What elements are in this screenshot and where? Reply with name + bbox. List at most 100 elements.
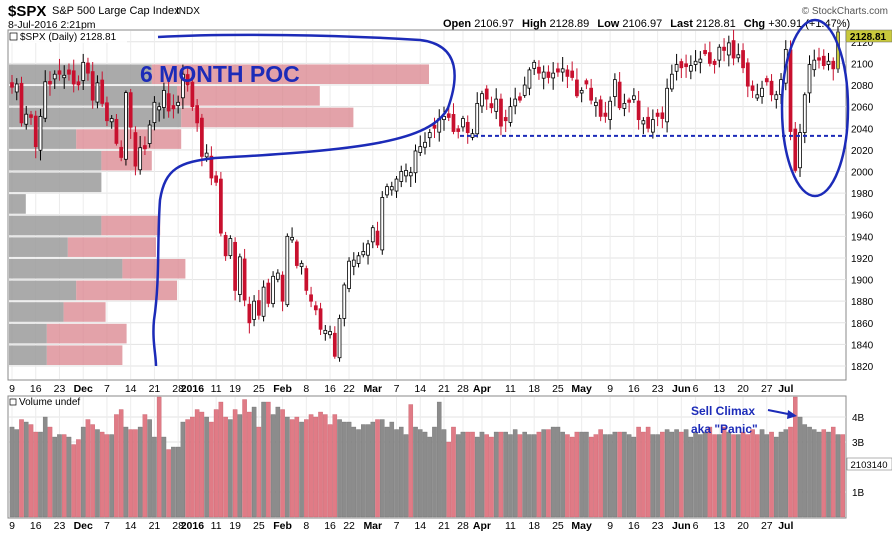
candle-body bbox=[52, 73, 57, 80]
candle-body bbox=[304, 268, 309, 291]
candle-body bbox=[726, 42, 731, 56]
candlestick-series bbox=[10, 26, 840, 362]
volume-bar bbox=[47, 426, 53, 518]
vbp-up-bar bbox=[9, 107, 182, 128]
volume-bar bbox=[417, 429, 423, 518]
price-axis: 1820 1840 1860 1880 1900 1920 1940 1960 1980 2000… bbox=[851, 38, 874, 373]
price-tick-label: 1960 bbox=[851, 211, 874, 222]
volume-bar bbox=[199, 411, 205, 518]
candle-body bbox=[171, 105, 176, 110]
volume-bar bbox=[109, 434, 114, 518]
vbp-up-bar bbox=[9, 302, 64, 322]
volume-legend-swatch bbox=[9, 398, 17, 406]
candle-body bbox=[157, 106, 162, 111]
volume-bar bbox=[446, 441, 452, 518]
poc-label: 6 MONTH POC bbox=[140, 61, 300, 87]
volume-bar bbox=[636, 426, 641, 518]
volume-bar bbox=[90, 424, 95, 518]
price-last-badge-text: 2128.81 bbox=[850, 32, 887, 43]
volume-bar bbox=[38, 431, 43, 518]
x-tick-label: 27 bbox=[761, 520, 773, 532]
volume-bar bbox=[660, 431, 665, 518]
volume-bar bbox=[242, 399, 247, 518]
candle-body bbox=[347, 260, 351, 289]
vbp-down-bar bbox=[63, 302, 106, 322]
vbp-up-bar bbox=[9, 129, 77, 149]
volume-bar bbox=[133, 429, 138, 518]
volume-bar bbox=[304, 419, 309, 518]
candle-body bbox=[461, 118, 465, 128]
volume-bar bbox=[413, 426, 418, 518]
x-tick-label: 11 bbox=[211, 520, 222, 532]
x-tick-label: 22 bbox=[343, 520, 355, 532]
candle-body bbox=[214, 175, 218, 183]
vbp-down-bar bbox=[67, 237, 156, 257]
x-tick-label: 9 bbox=[9, 520, 15, 532]
candle-body bbox=[798, 132, 802, 169]
candle-body bbox=[133, 132, 138, 167]
volume-bar bbox=[436, 401, 442, 518]
candle-body bbox=[807, 64, 812, 94]
brand-credit[interactable]: © StockCharts.com bbox=[802, 6, 888, 17]
volume-bar bbox=[308, 414, 314, 518]
volume-bar bbox=[607, 434, 613, 518]
volume-bar bbox=[247, 411, 252, 518]
candle-body bbox=[451, 114, 456, 132]
volume-bar bbox=[152, 436, 157, 518]
x-tick-label: 7 bbox=[104, 520, 110, 532]
x-tick-label: 16 bbox=[324, 383, 336, 395]
volume-bar bbox=[669, 431, 675, 518]
volume-bar bbox=[33, 431, 39, 518]
vbp-down-bar bbox=[76, 280, 177, 301]
volume-bar bbox=[137, 426, 143, 518]
x-tick-label: Mar bbox=[363, 520, 382, 532]
price-tick-label: 1840 bbox=[851, 340, 874, 351]
x-tick-label: 28 bbox=[172, 520, 184, 532]
candle-body bbox=[43, 81, 48, 119]
volume-bar bbox=[536, 431, 542, 518]
price-tick-label: 1900 bbox=[851, 276, 874, 287]
candle-body bbox=[575, 79, 579, 97]
candle-body bbox=[518, 96, 522, 101]
candle-body bbox=[152, 101, 157, 124]
volume-bar bbox=[76, 439, 81, 518]
candle-body bbox=[29, 114, 33, 118]
volume-bar bbox=[285, 416, 290, 518]
volume-bar bbox=[270, 414, 276, 518]
volume-bar bbox=[603, 434, 608, 518]
candle-body bbox=[266, 282, 271, 304]
candle-body bbox=[475, 103, 480, 135]
candle-body bbox=[750, 85, 755, 91]
volume-bar bbox=[565, 434, 570, 518]
candle-body bbox=[275, 272, 280, 280]
candle-body bbox=[380, 197, 385, 251]
legend-swatch bbox=[9, 32, 18, 41]
candle-body bbox=[67, 69, 71, 75]
candle-body bbox=[138, 147, 143, 171]
volume-bar bbox=[365, 424, 371, 518]
volume-bar bbox=[707, 426, 713, 518]
x-tick-label: 16 bbox=[628, 520, 640, 532]
x-tick-label: May bbox=[571, 520, 592, 532]
volume-bar bbox=[52, 436, 57, 518]
x-tick-label: Jun bbox=[672, 520, 691, 532]
x-tick-label: Mar bbox=[363, 383, 382, 395]
candle-body bbox=[242, 258, 247, 301]
volume-bar bbox=[693, 431, 698, 518]
candle-body bbox=[309, 294, 313, 302]
x-tick-label: 2016 bbox=[181, 383, 205, 395]
price-grid bbox=[9, 31, 846, 379]
candle-body bbox=[237, 256, 242, 295]
price-legend: $SPX (Daily) 2128.81 bbox=[20, 32, 117, 43]
candle-body bbox=[389, 186, 394, 191]
x-tick-label: Feb bbox=[273, 383, 292, 395]
symbol[interactable]: $SPX bbox=[8, 3, 46, 20]
candle-body bbox=[418, 146, 423, 153]
x-tick-label: 23 bbox=[652, 520, 664, 532]
volume-bar bbox=[71, 444, 76, 518]
candle-body bbox=[204, 152, 209, 158]
volume-bar bbox=[769, 431, 774, 518]
candle-body bbox=[527, 69, 532, 89]
candle-body bbox=[361, 251, 366, 256]
